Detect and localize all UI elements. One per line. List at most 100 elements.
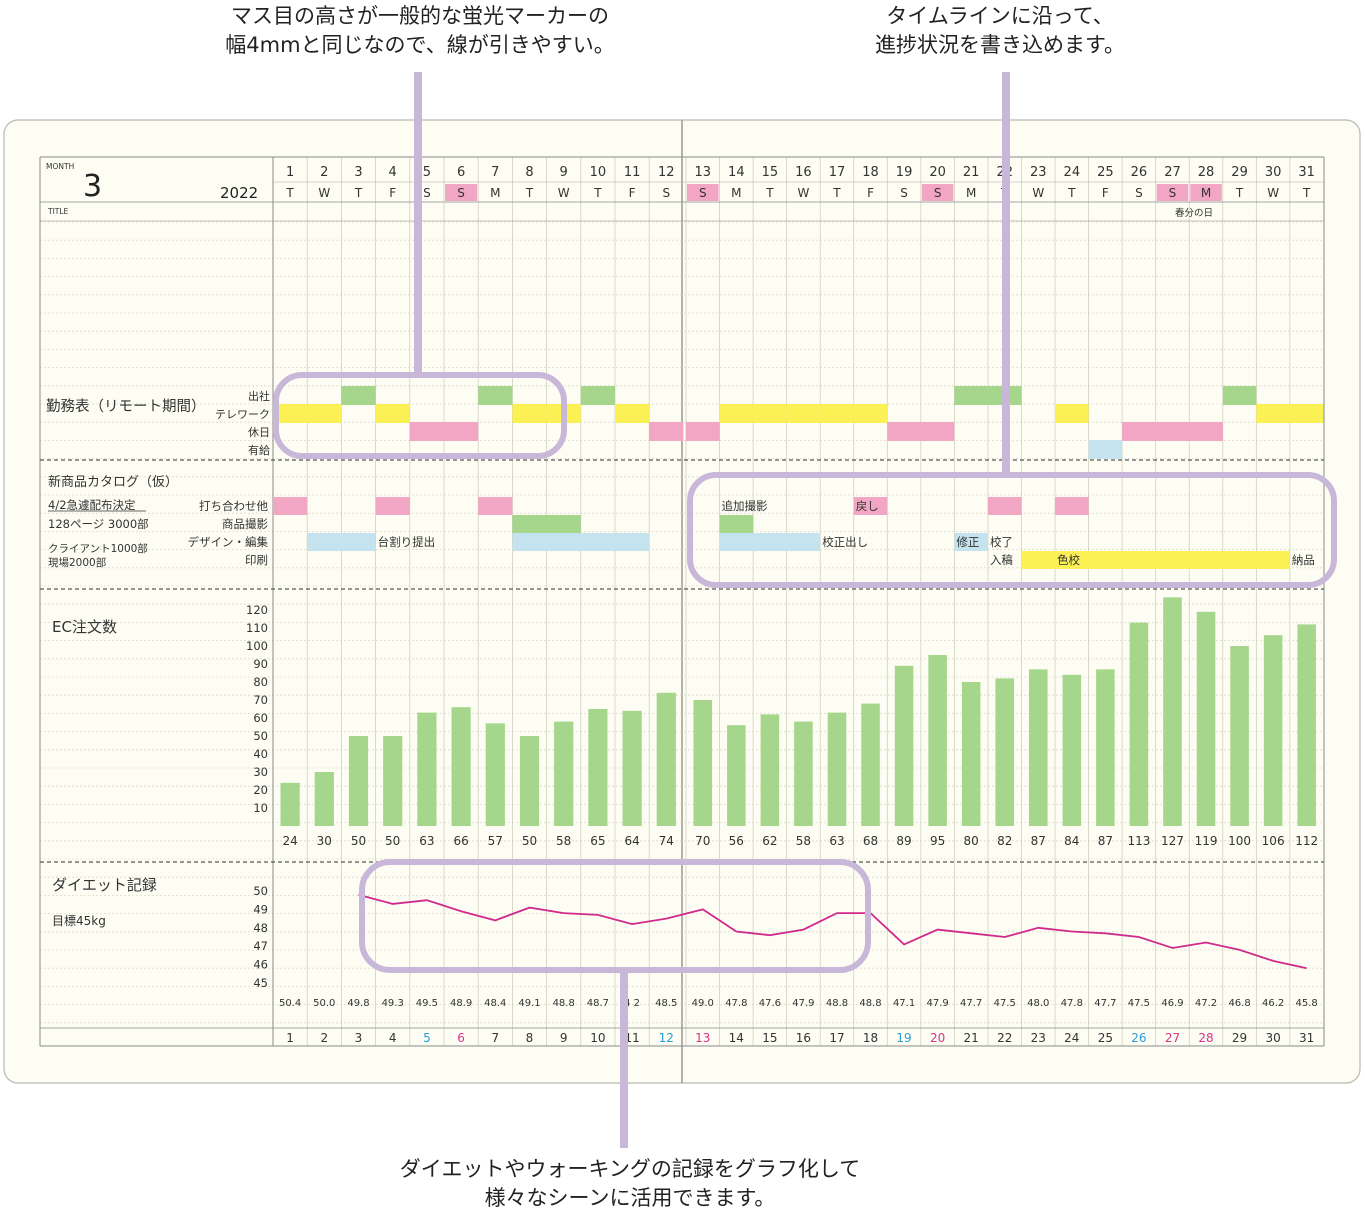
attendance-shift-cell [1055, 404, 1089, 423]
footer-day-number: 22 [997, 1031, 1012, 1045]
project-annotation: 校了 [990, 535, 1013, 549]
project-annotation: 入稿 [990, 553, 1013, 567]
attendance-shift-cell [580, 386, 615, 405]
ec-value-label: 89 [896, 834, 911, 848]
attendance-shift-cell [887, 422, 921, 441]
footer-day-number: 28 [1198, 1031, 1213, 1045]
footer-day-number: 2 [320, 1031, 328, 1045]
ec-bar [588, 709, 608, 826]
weekday-letter: M [966, 186, 976, 200]
footer-day-number: 3 [355, 1031, 363, 1045]
holiday-note: 春分の日 [1175, 207, 1213, 219]
ec-value-label: 65 [590, 834, 605, 848]
diet-value-label: 48.8 [553, 998, 575, 1009]
attendance-shift-cell [1222, 386, 1257, 405]
day-header: 1 T 2 W 3 T 4 F 5 S 6 S 7 M 8 T 9 W 10 T 11 F 12 S 13 S 14 M 15 T 16 W 1… [285, 165, 1315, 219]
ec-bar [314, 772, 334, 826]
month-number: 3 [83, 169, 102, 204]
ec-bar [727, 725, 746, 826]
footer-day-number: 10 [590, 1031, 605, 1045]
day-number: 30 [1265, 165, 1282, 180]
day-number: 24 [1064, 165, 1081, 180]
weekday-letter: M [731, 186, 741, 200]
ec-value-label: 64 [624, 834, 639, 848]
caption-bottom-line1: ダイエットやウォーキングの記録をグラフ化して [399, 1157, 861, 1181]
day-number: 26 [1131, 165, 1148, 180]
attendance-shift-cell [444, 422, 479, 441]
ec-ytick-label: 110 [246, 621, 268, 635]
caption-top-left-line2: 幅4mmと同じなので、線が引きやすい。 [225, 33, 615, 57]
caption-top-right-line1: タイムラインに沿って、 [886, 4, 1114, 28]
weekday-highlight [921, 184, 954, 201]
diet-value-label: 48.7 [587, 998, 609, 1009]
day-number: 7 [491, 165, 499, 180]
project-bar [478, 497, 513, 515]
day-number: 17 [829, 165, 846, 180]
footer-day-number: 26 [1131, 1031, 1146, 1045]
ec-chart-title: EC注文数 [52, 618, 117, 636]
attendance-title: 勤務表（リモート期間） [46, 398, 206, 415]
diet-ytick-label: 49 [253, 902, 268, 916]
diet-value-label: 47.8 [1061, 998, 1083, 1009]
attendance-shift-cell [686, 422, 720, 441]
attendance-shift-cell [1155, 422, 1190, 441]
project-row-label: 商品撮影 [222, 517, 268, 531]
attendance-shift-cell [649, 422, 684, 441]
ec-bar [1129, 622, 1149, 826]
attendance-shift-cell [820, 404, 854, 423]
ec-orders-chart: EC注文数 10 20 30 40 50 60 70 80 90 100 110 120 24 30 50 50… [52, 597, 1318, 848]
caption-bottom-line2: 様々なシーンに活用できます。 [484, 1186, 776, 1210]
diet-value-label: 47.5 [994, 998, 1016, 1009]
project-note: 4/2急遽配布決定 [48, 498, 136, 512]
project-annotation: 戻し [856, 499, 879, 513]
caption-top-right: タイムラインに沿って、 進捗状況を書き込めます。 [800, 2, 1200, 60]
ec-bar [622, 710, 642, 826]
project-bar [273, 497, 308, 515]
year-label: 2022 [220, 184, 258, 202]
day-number: 11 [624, 165, 641, 180]
ec-ytick-label: 30 [253, 765, 268, 779]
ec-value-label: 63 [419, 834, 434, 848]
project-bar [719, 533, 821, 551]
ec-bar [1062, 674, 1082, 826]
ec-value-label: 50 [522, 834, 537, 848]
ec-bar [928, 655, 947, 826]
diet-value-label: 47.1 [893, 998, 915, 1009]
diet-value-label: 50.0 [313, 998, 335, 1009]
ec-ytick-label: 20 [253, 783, 268, 797]
footer-day-number: 17 [829, 1031, 844, 1045]
weekday-letter: S [1135, 186, 1143, 200]
ec-value-label: 57 [488, 834, 503, 848]
ec-value-label: 58 [556, 834, 571, 848]
footer-day-number: 19 [896, 1031, 911, 1045]
callout-frame [687, 472, 1337, 588]
project-bar [1021, 551, 1290, 569]
weekday-letter: S [934, 186, 942, 200]
footer-day-number: 5 [423, 1031, 431, 1045]
diet-value-label: 49.8 [347, 998, 369, 1009]
ec-ytick-label: 90 [253, 657, 268, 671]
weekday-letter: S [699, 186, 707, 200]
ec-ytick-label: 10 [253, 801, 268, 815]
day-number: 10 [590, 165, 607, 180]
day-number: 2 [320, 165, 328, 180]
day-number: 3 [354, 165, 362, 180]
footer-day-number: 9 [560, 1031, 568, 1045]
weekday-letter: S [662, 186, 670, 200]
diet-ytick-label: 48 [253, 921, 268, 935]
diet-value-label: 48.9 [450, 998, 472, 1009]
project-bar [307, 533, 376, 551]
weekday-letter: S [423, 186, 431, 200]
diet-value-label: 49.5 [416, 998, 438, 1009]
weekday-letter: T [1067, 186, 1076, 200]
weekday-letter: W [1267, 186, 1279, 200]
project-bar [512, 533, 650, 551]
diet-value-label: 50.4 [279, 998, 301, 1009]
ec-value-label: 30 [317, 834, 332, 848]
footer-day-number: 25 [1098, 1031, 1113, 1045]
day-number: 27 [1164, 165, 1181, 180]
ec-value-label: 82 [997, 834, 1012, 848]
day-number: 31 [1298, 165, 1315, 180]
weekday-highlight [1190, 184, 1222, 201]
